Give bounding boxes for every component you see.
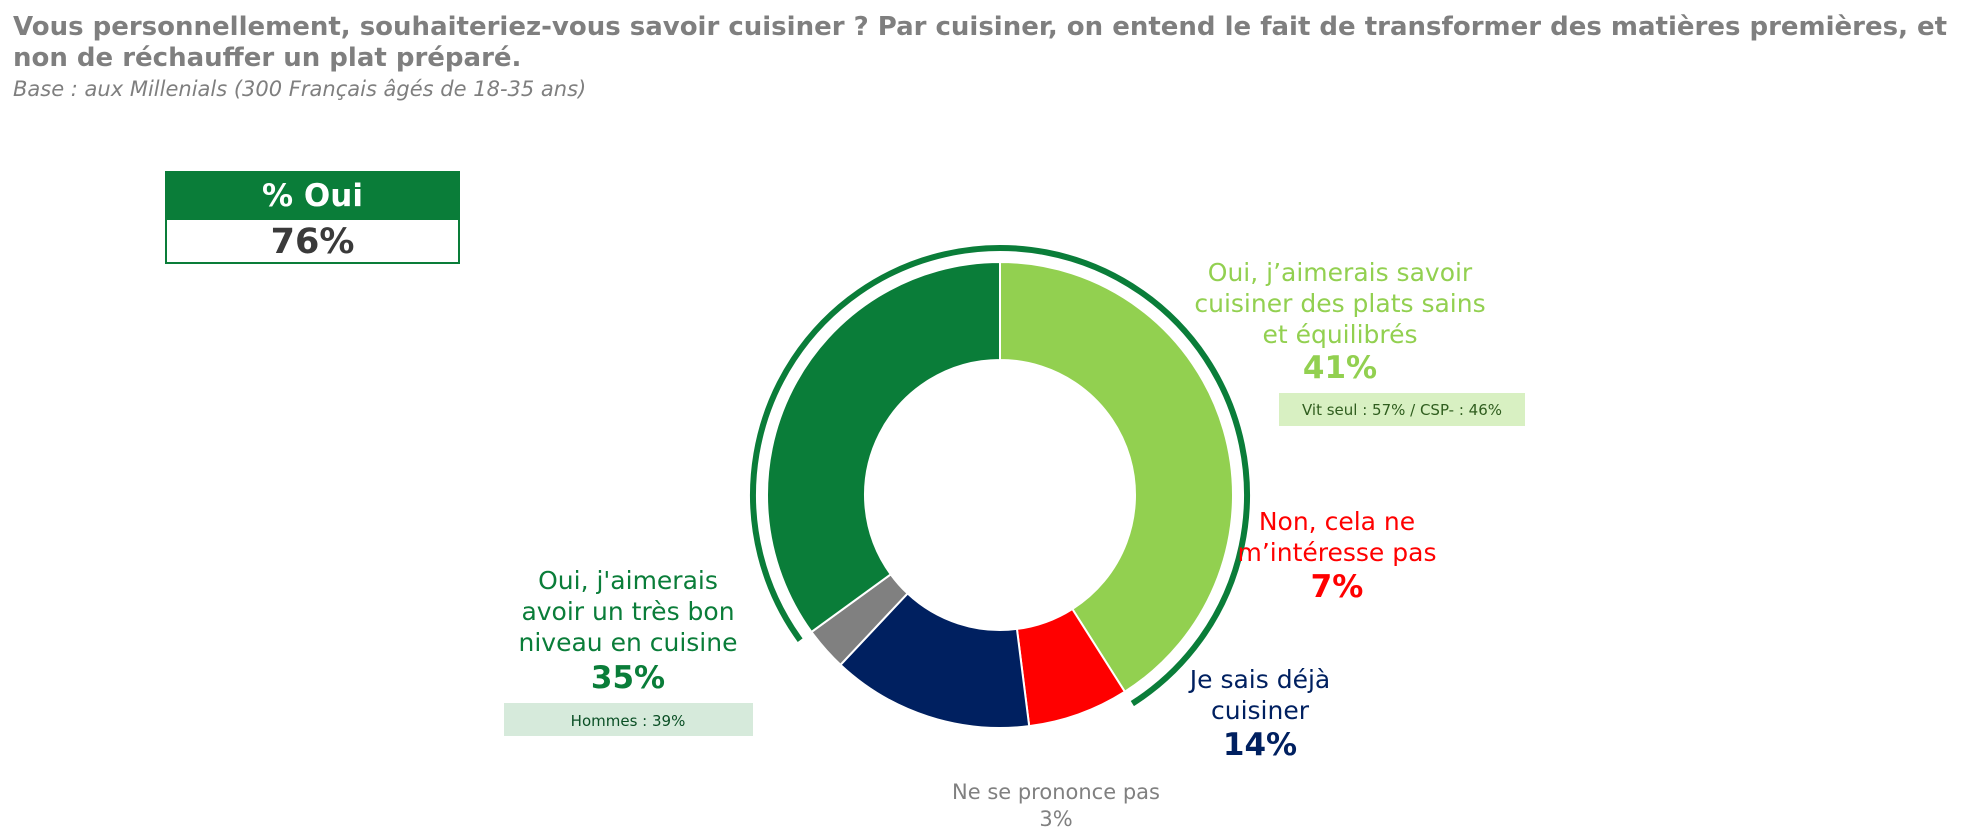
label-good-level-line-1: Oui, j'aimerais <box>538 566 718 595</box>
label-group-already-know: Je sais déjà cuisiner 14% <box>1188 665 1330 763</box>
label-group-not-interested: Non, cela ne m’intéresse pas 7% <box>1238 507 1437 605</box>
donut-slice-healthy <box>999 260 1234 694</box>
value-already-know: 14% <box>1223 727 1297 763</box>
donut-slice-good-level <box>766 260 1001 634</box>
chart-title: Vous personnellement, souhaiteriez-vous … <box>13 12 1948 73</box>
value-no-opinion: 3% <box>1039 807 1072 831</box>
label-group-good-level: Oui, j'aimerais avoir un très bon niveau… <box>504 566 753 736</box>
value-good-level: 35% <box>591 660 665 696</box>
note-good-level-bg <box>504 703 753 736</box>
label-group-no-opinion: Ne se prononce pas 3% <box>952 780 1160 831</box>
label-healthy-line-1: Oui, j’aimerais savoir <box>1208 258 1473 287</box>
chart-subtitle: Base : aux Millenials (300 Français âgés… <box>13 77 587 101</box>
note-healthy-bg <box>1279 393 1525 426</box>
label-good-level-line-3: niveau en cuisine <box>519 628 738 657</box>
label-group-healthy: Oui, j’aimerais savoir cuisiner des plat… <box>1194 258 1525 426</box>
oui-bracket-arc <box>750 245 1250 707</box>
label-good-level-line-2: avoir un très bon <box>521 597 734 626</box>
label-already-know-line-1: Je sais déjà <box>1188 665 1330 694</box>
summary-label: % Oui <box>167 173 458 220</box>
summary-value: 76% <box>270 222 355 262</box>
value-not-interested: 7% <box>1311 569 1364 605</box>
label-not-interested-line-2: m’intéresse pas <box>1238 538 1437 567</box>
note-healthy: Vit seul : 57% / CSP- : 46% <box>1302 401 1502 419</box>
label-not-interested-line-1: Non, cela ne <box>1259 507 1415 536</box>
donut-slices <box>766 260 1234 729</box>
label-already-know-line-2: cuisiner <box>1211 696 1310 725</box>
value-healthy: 41% <box>1303 350 1377 386</box>
label-healthy-line-3: et équilibrés <box>1262 320 1417 349</box>
summary-box: % Oui 76% <box>165 171 460 264</box>
note-good-level: Hommes : 39% <box>571 712 686 730</box>
label-healthy-line-2: cuisiner des plats sains <box>1194 289 1485 318</box>
label-no-opinion: Ne se prononce pas <box>952 780 1160 804</box>
